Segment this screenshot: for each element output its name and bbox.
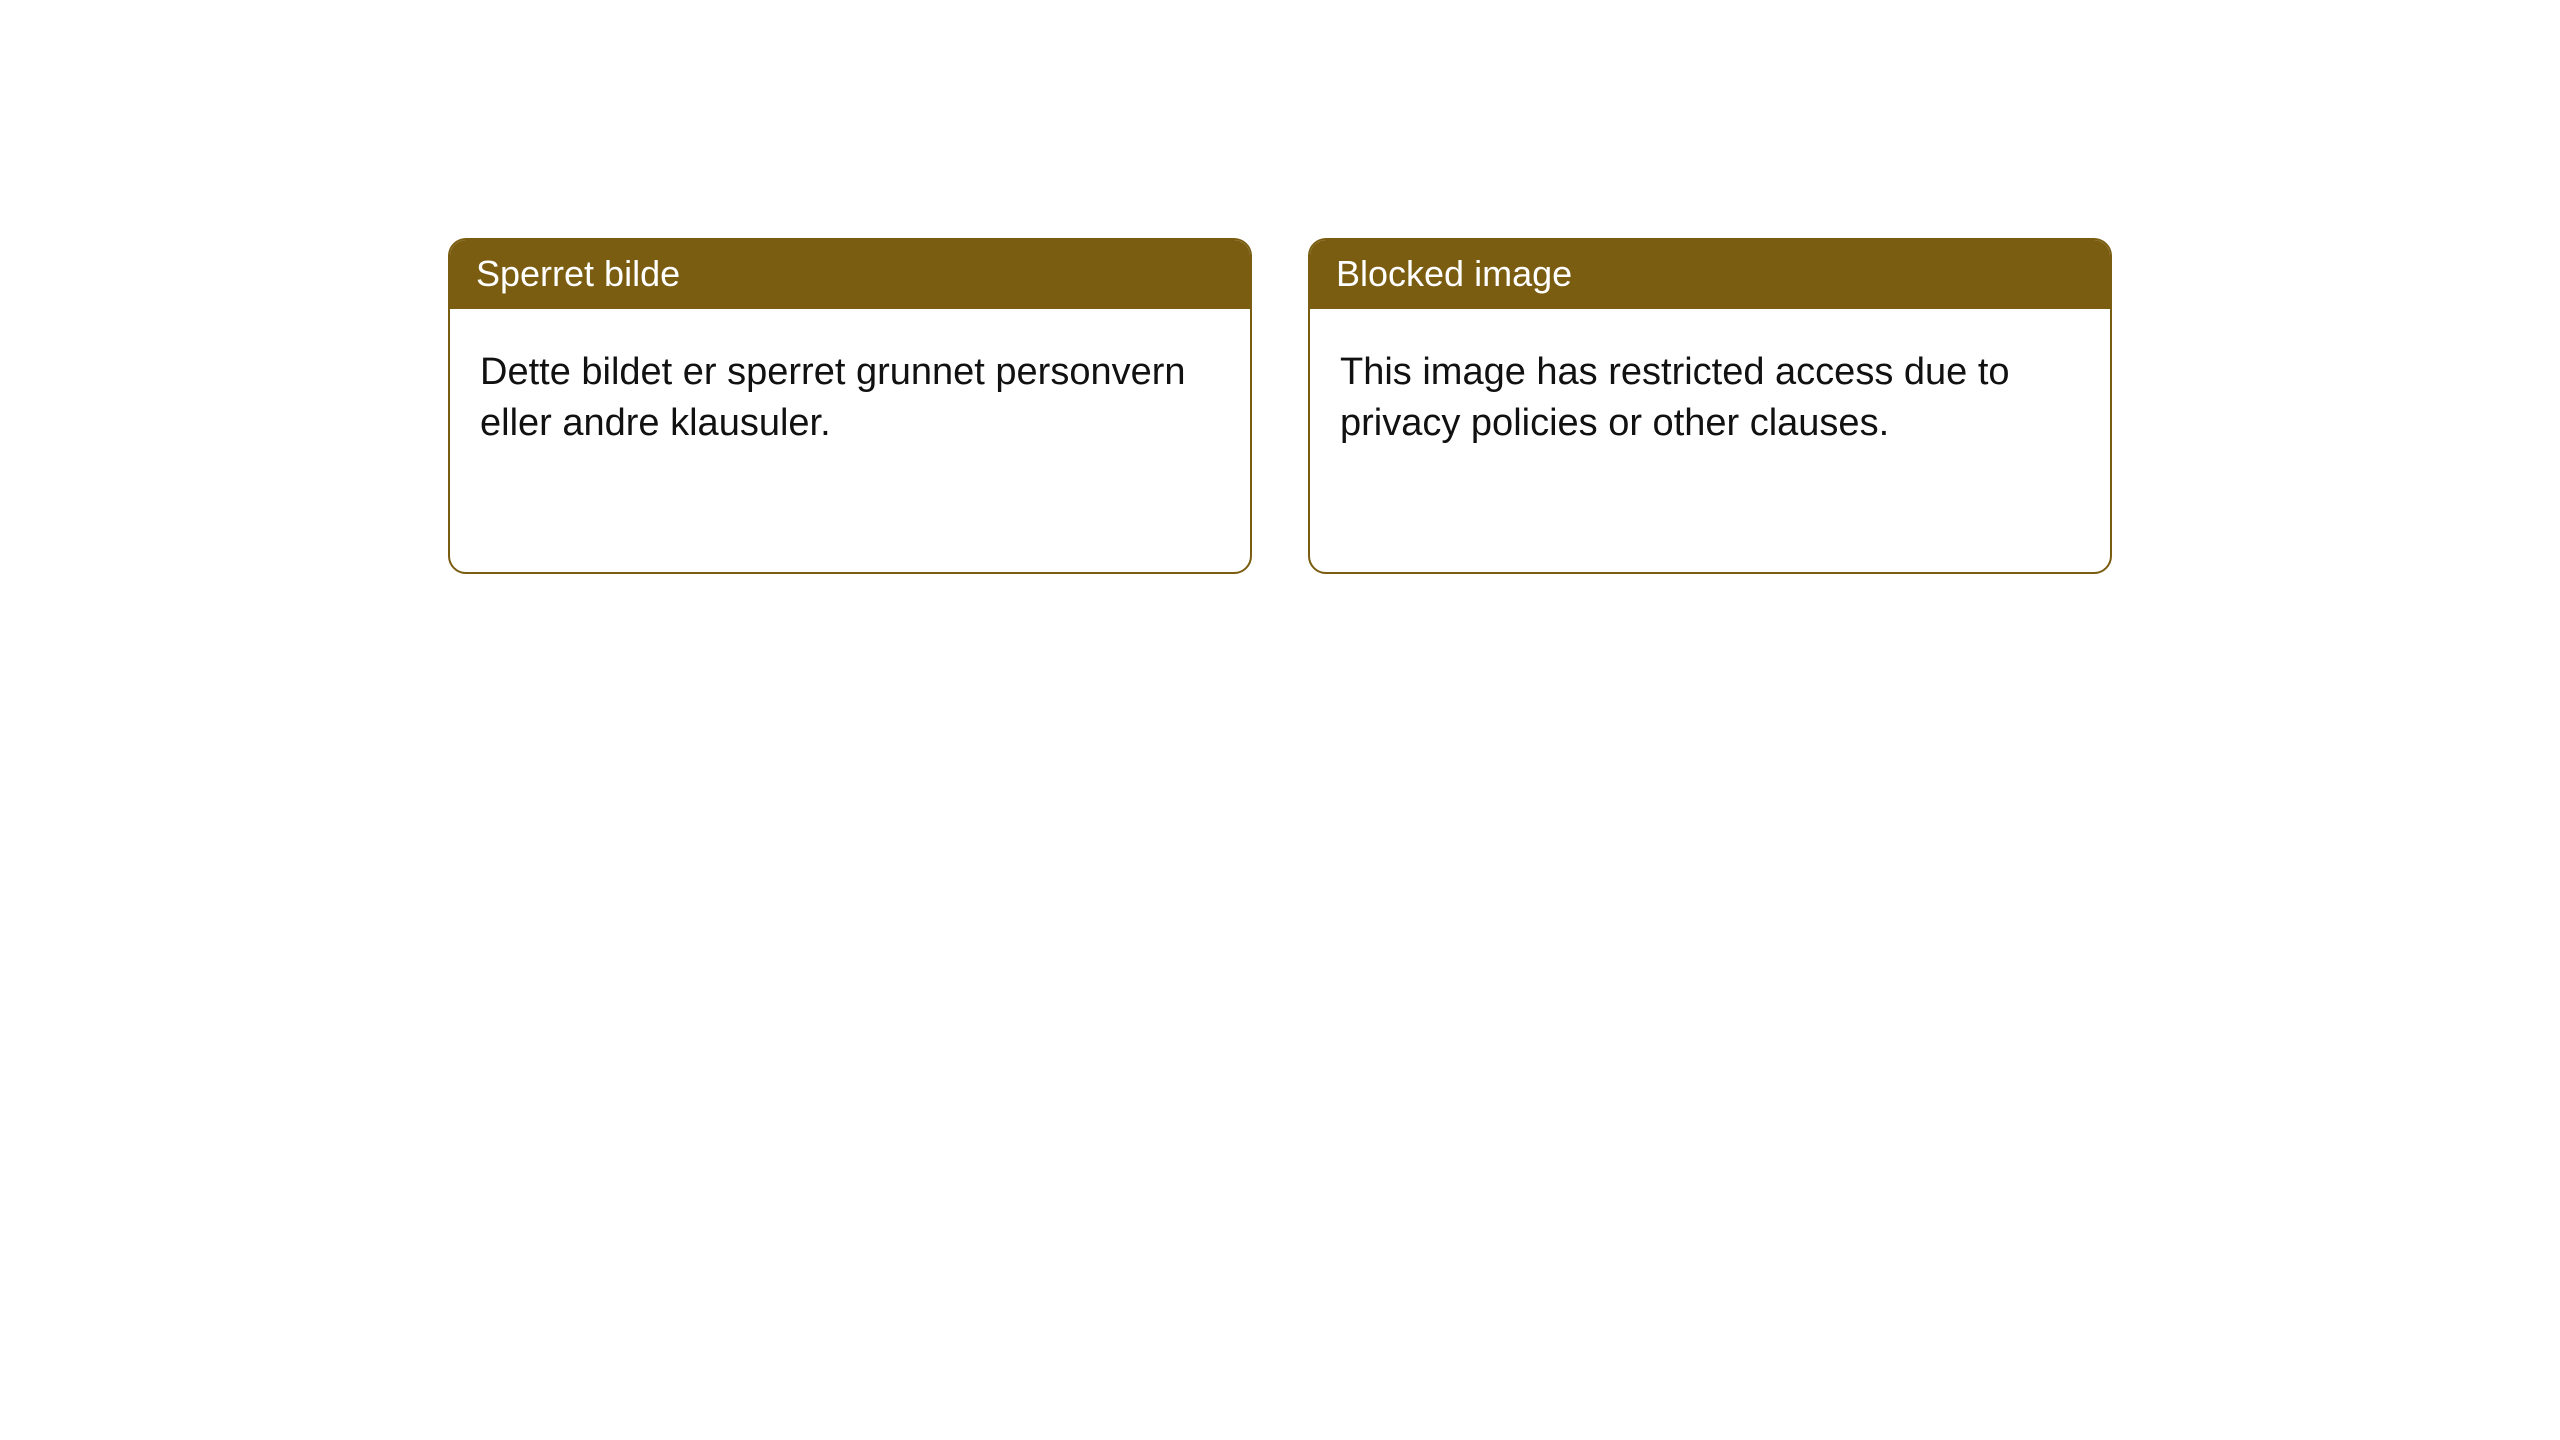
notice-header-english: Blocked image (1310, 240, 2110, 309)
notice-card-norwegian: Sperret bilde Dette bildet er sperret gr… (448, 238, 1252, 574)
notice-body-norwegian: Dette bildet er sperret grunnet personve… (450, 309, 1250, 480)
notice-container: Sperret bilde Dette bildet er sperret gr… (0, 0, 2560, 574)
notice-header-norwegian: Sperret bilde (450, 240, 1250, 309)
notice-card-english: Blocked image This image has restricted … (1308, 238, 2112, 574)
notice-body-english: This image has restricted access due to … (1310, 309, 2110, 480)
